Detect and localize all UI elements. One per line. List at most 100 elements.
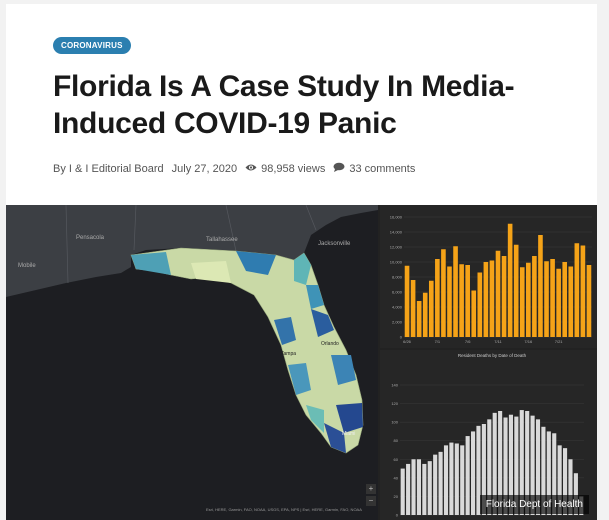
bar [410, 280, 416, 337]
bar [503, 417, 508, 515]
land-mass [6, 205, 378, 297]
bar [441, 249, 446, 337]
y-tick-label: 40 [394, 475, 399, 480]
map-label-pensacola: Pensacola [76, 235, 105, 241]
bar [435, 259, 440, 337]
bar [519, 410, 524, 515]
county [336, 403, 363, 433]
bar [427, 461, 432, 515]
eye-icon [245, 163, 257, 175]
florida-shape [130, 247, 364, 454]
bar [477, 272, 483, 337]
y-tick-label: 60 [394, 457, 399, 462]
bar [471, 431, 476, 515]
y-tick-label: 120 [391, 401, 398, 406]
bar [428, 280, 434, 337]
bar [406, 463, 411, 515]
bar [487, 419, 492, 515]
bar [530, 415, 535, 515]
bar [526, 262, 531, 337]
county [131, 252, 171, 275]
bar [519, 267, 525, 337]
county [191, 261, 231, 283]
bar [492, 412, 497, 515]
bar [481, 424, 486, 515]
comment-count[interactable]: 33 comments [349, 162, 416, 175]
bar [495, 250, 501, 337]
county [311, 309, 334, 337]
bar [580, 245, 586, 337]
category-badge[interactable]: CORONAVIRUS [53, 37, 131, 54]
bar [544, 261, 549, 337]
y-tick-label: 14,000 [390, 230, 403, 235]
bar [471, 290, 477, 337]
bar [541, 426, 546, 515]
comment-icon [333, 162, 345, 175]
bar [513, 244, 519, 337]
map-label-tallahassee: Tallahassee [206, 237, 238, 243]
x-tick-label: 7/11 [494, 339, 502, 344]
x-tick-label: 7/16 [524, 339, 533, 344]
bar [422, 292, 428, 337]
y-tick-label: 0 [396, 513, 399, 518]
article-figure: Mobile Pensacola Tallahassee Jacksonvill… [6, 205, 597, 520]
bar [411, 459, 416, 515]
bar [416, 459, 421, 515]
county [306, 285, 324, 309]
bar [546, 431, 551, 515]
y-tick-label: 2,000 [392, 320, 403, 325]
bar [498, 411, 503, 515]
state-borders [65, 205, 317, 284]
bar [489, 260, 495, 337]
bar [438, 451, 443, 515]
map-svg: Mobile Pensacola Tallahassee Jacksonvill… [6, 205, 378, 454]
deaths-chart-panel: Resident Deaths by Date of Death 140 120 10… [380, 350, 597, 520]
map-attribution: Esri, HERE, Garmin, FAO, NOAA, USGS, EPA… [206, 507, 362, 512]
y-tick-label: 12,000 [390, 245, 403, 250]
bar [483, 262, 489, 337]
map-label-tampa: Tampa [281, 351, 296, 357]
county [306, 405, 324, 433]
county [288, 363, 311, 395]
bar [465, 265, 470, 337]
cases-chart: 16,000 14,000 12,000 10,000 8,000 6,000 4,000 2… [390, 215, 592, 344]
bar [552, 433, 557, 515]
publish-date: July 27, 2020 [171, 162, 238, 175]
bar [586, 265, 592, 337]
bar [404, 265, 410, 337]
bar [568, 266, 574, 337]
deaths-chart: Resident Deaths by Date of Death 140 120 10… [391, 353, 584, 518]
article-title: Florida Is A Case Study In Media-Induced… [53, 70, 515, 140]
zoom-out-button[interactable]: − [366, 496, 376, 506]
florida-map[interactable]: Mobile Pensacola Tallahassee Jacksonvill… [6, 205, 378, 520]
y-tick-label: 0 [400, 335, 403, 340]
author-link[interactable]: By I & I Editorial Board [53, 162, 164, 175]
y-tick-label: 100 [391, 420, 398, 425]
zoom-in-button[interactable]: + [366, 484, 376, 494]
bar [433, 454, 438, 515]
y-tick-label: 6,000 [392, 290, 403, 295]
bar [573, 473, 578, 515]
y-tick-label: 20 [394, 494, 399, 499]
bar [550, 259, 555, 337]
y-tick-label: 16,000 [390, 215, 403, 220]
x-tick-label: 7/21 [555, 339, 564, 344]
bar [562, 262, 568, 337]
x-tick-label: 7/6 [465, 339, 471, 344]
article-meta: By I & I Editorial Board July 27, 2020 9… [53, 162, 415, 175]
bar [400, 468, 405, 515]
y-tick-label: 10,000 [390, 260, 403, 265]
view-count: 98,958 views [261, 162, 326, 175]
bar [532, 256, 537, 337]
bar [557, 445, 562, 515]
map-label-jacksonville: Jacksonville [318, 241, 351, 247]
bar [556, 268, 561, 337]
image-credit: Florida Dept of Health [479, 495, 589, 514]
bar [422, 463, 427, 515]
bar [514, 416, 519, 515]
bar [453, 246, 458, 337]
county [294, 253, 311, 285]
chart-title: Resident Deaths by Date of Death [458, 353, 527, 358]
bar [568, 459, 573, 515]
bar [449, 442, 454, 515]
